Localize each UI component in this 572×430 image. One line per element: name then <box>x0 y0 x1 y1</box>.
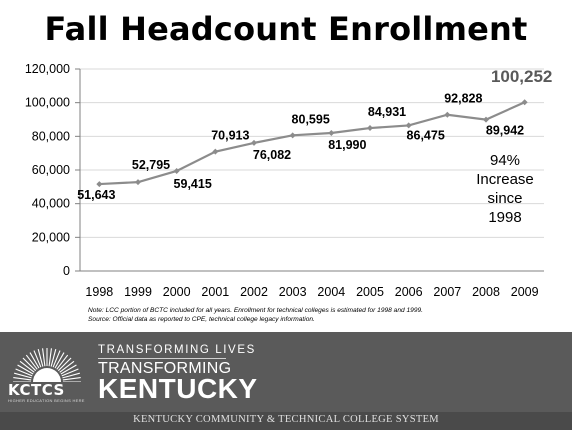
x-tick-label: 2000 <box>163 285 191 299</box>
tagline-divider <box>98 358 226 359</box>
sun-ray <box>42 348 46 367</box>
x-tick-label: 2001 <box>201 285 229 299</box>
x-tick-label: 2003 <box>279 285 307 299</box>
annotation: 94% Increase since 1998 <box>476 152 534 226</box>
data-label: 89,942 <box>486 124 524 138</box>
data-label: 52,795 <box>132 158 170 172</box>
data-label: 84,931 <box>368 105 406 119</box>
sun-ray <box>54 352 65 369</box>
sun-ray <box>15 368 33 377</box>
annotation-line: 1998 <box>488 209 521 226</box>
sun-ray <box>19 360 35 373</box>
source-line: Source: Official data as reported to CPE… <box>88 316 315 323</box>
y-tick-label: 120,000 <box>25 62 70 76</box>
chart-notes: Note: LCC portion of BCTC included for a… <box>88 306 423 324</box>
sun-ray <box>17 364 34 375</box>
enrollment-line-chart: 020,00040,00060,00080,000100,000120,000 … <box>25 62 553 299</box>
data-point-marker <box>96 181 103 188</box>
data-point-marker <box>521 99 528 106</box>
sun-ray <box>60 364 77 375</box>
x-tick-label: 2006 <box>395 285 423 299</box>
series-line <box>99 101 526 186</box>
kctcs-logo: KCTCS <box>8 381 65 399</box>
x-tick-label: 2004 <box>317 285 345 299</box>
data-label: 100,252 <box>491 67 552 86</box>
y-axis-ticks: 0 20,000 40,000 60,000 80,000 100,000 120,000 <box>25 62 70 278</box>
sun-ray <box>29 352 40 369</box>
data-point-marker <box>328 129 335 136</box>
data-label: 80,595 <box>292 112 330 126</box>
sun-ray <box>25 354 38 370</box>
x-tick-label: 2002 <box>240 285 268 299</box>
tagline-middle: TRANSFORMING <box>98 360 232 377</box>
data-point-marker <box>444 111 451 118</box>
tagline-top: TRANSFORMING LIVES <box>98 344 256 356</box>
sun-ray <box>52 350 61 368</box>
sun-ray <box>33 350 42 368</box>
data-label: 76,082 <box>253 148 291 162</box>
tagline-bottom: KENTUCKY <box>98 373 258 404</box>
data-point-marker <box>173 167 180 174</box>
sun-ray <box>56 354 69 370</box>
sun-ray <box>50 349 57 367</box>
data-point-marker <box>251 139 257 146</box>
data-label: 70,913 <box>211 129 249 143</box>
y-tick-label: 80,000 <box>32 129 70 143</box>
x-axis-ticks: 1998 1999 2000 2001 2002 2003 2004 2005 2006 2007… <box>85 285 538 299</box>
data-label: 86,475 <box>407 128 445 142</box>
sun-ray <box>48 348 52 367</box>
x-tick-label: 2008 <box>472 285 500 299</box>
x-tick-label: 2007 <box>433 285 461 299</box>
data-point-marker <box>405 122 412 129</box>
system-name: KENTUCKY COMMUNITY & TECHNICAL COLLEGE S… <box>133 414 439 425</box>
logo-subtitle: HIGHER EDUCATION BEGINS HERE <box>8 398 85 403</box>
annotation-line: 94% <box>490 152 520 169</box>
sun-ray <box>22 357 37 372</box>
slide-title: Fall Headcount Enrollment <box>44 10 528 48</box>
sun-ray <box>37 349 44 367</box>
y-tick-label: 0 <box>63 264 70 278</box>
sun-ray <box>59 360 75 373</box>
annotation-line: Increase <box>476 171 534 188</box>
data-label: 81,990 <box>328 138 366 152</box>
sun-ray <box>14 372 32 379</box>
annotation-line: since <box>487 190 522 207</box>
axes <box>75 68 544 272</box>
y-tick-label: 60,000 <box>32 163 70 177</box>
gridlines <box>80 68 544 238</box>
y-tick-label: 20,000 <box>32 230 70 244</box>
y-tick-label: 40,000 <box>32 197 70 211</box>
sun-ray <box>62 372 80 379</box>
data-point-marker <box>289 132 296 139</box>
note-line: Note: LCC portion of BCTC included for a… <box>88 307 423 314</box>
data-point-marker <box>212 148 219 155</box>
data-label: 51,643 <box>77 188 115 202</box>
sun-ray <box>57 357 72 372</box>
footer-band <box>0 412 572 430</box>
x-tick-label: 1998 <box>85 285 113 299</box>
x-tick-label: 1999 <box>124 285 152 299</box>
data-point-marker <box>367 125 373 132</box>
x-tick-label: 2009 <box>511 285 539 299</box>
data-label: 59,415 <box>174 177 212 191</box>
data-points <box>96 99 528 188</box>
y-tick-label: 100,000 <box>25 96 70 110</box>
sunburst-logo-icon <box>13 348 81 382</box>
sun-ray <box>61 368 79 377</box>
sun-ray <box>13 377 32 381</box>
data-point-marker <box>483 116 489 123</box>
data-labels: 51,643 52,795 59,415 70,913 76,082 80,595 81,9… <box>77 67 552 202</box>
x-tick-label: 2005 <box>356 285 384 299</box>
data-label: 92,828 <box>444 92 482 106</box>
series-line-path <box>99 101 526 186</box>
data-point-marker <box>135 179 141 186</box>
sun-ray <box>62 377 81 381</box>
